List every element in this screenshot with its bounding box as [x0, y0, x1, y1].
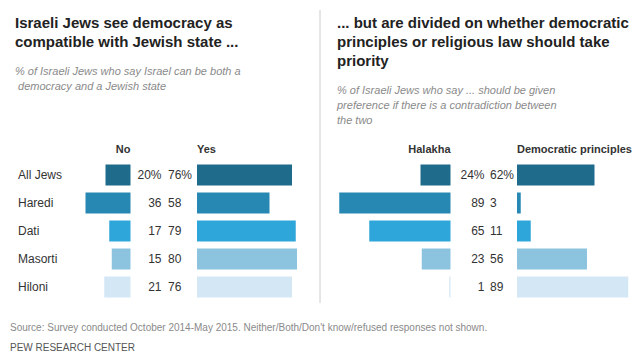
svg-text:17: 17	[148, 224, 162, 238]
svg-text:the two: the two	[337, 114, 372, 126]
svg-text:Yes: Yes	[197, 143, 216, 155]
svg-text:preference if there is a contr: preference if there is a contradiction b…	[336, 99, 560, 111]
svg-text:23: 23	[471, 252, 485, 266]
svg-text:priority: priority	[337, 52, 389, 69]
svg-text:Halakha: Halakha	[408, 143, 451, 155]
svg-text:Hiloni: Hiloni	[18, 280, 48, 294]
svg-text:1: 1	[478, 280, 485, 294]
svg-text:No: No	[116, 143, 131, 155]
svg-text:80: 80	[168, 252, 182, 266]
svg-text:58: 58	[168, 196, 182, 210]
svg-text:Democratic principles: Democratic principles	[517, 143, 632, 155]
svg-text:15: 15	[148, 252, 162, 266]
svg-text:20%: 20%	[137, 168, 161, 182]
svg-text:89: 89	[490, 280, 504, 294]
svg-text:89: 89	[471, 196, 485, 210]
svg-text:65: 65	[471, 224, 485, 238]
svg-text:11: 11	[490, 224, 503, 238]
svg-text:24%: 24%	[460, 168, 484, 182]
svg-text:36: 36	[148, 196, 162, 210]
svg-text:Source: Survey conducted Octob: Source: Survey conducted October 2014-Ma…	[10, 322, 487, 333]
svg-text:21: 21	[148, 280, 162, 294]
svg-text:principles or religious law sh: principles or religious law should take	[337, 33, 614, 50]
svg-text:All Jews: All Jews	[18, 168, 62, 182]
svg-text:Dati: Dati	[18, 224, 39, 238]
svg-text:... but are divided on whether: ... but are divided on whether democrati…	[337, 14, 633, 31]
svg-text:76%: 76%	[168, 168, 192, 182]
svg-text:56: 56	[490, 252, 504, 266]
svg-text:% of Israeli Jews who say Isra: % of Israeli Jews who say Israel can be …	[15, 65, 241, 77]
svg-text:79: 79	[168, 224, 182, 238]
svg-text:Haredi: Haredi	[18, 196, 53, 210]
svg-text:% of Israeli Jews who say ...: % of Israeli Jews who say ... should be …	[337, 84, 558, 96]
svg-text:compatible with Jewish state .: compatible with Jewish state ...	[15, 33, 238, 50]
svg-text:democracy and a Jewish state: democracy and a Jewish state	[15, 80, 166, 92]
svg-text:76: 76	[168, 280, 182, 294]
svg-text:Israeli Jews see democracy as: Israeli Jews see democracy as	[15, 14, 237, 31]
svg-text:62%: 62%	[490, 168, 514, 182]
svg-text:PEW RESEARCH CENTER: PEW RESEARCH CENTER	[10, 342, 135, 353]
svg-text:3: 3	[490, 196, 497, 210]
svg-text:Masorti: Masorti	[18, 252, 57, 266]
